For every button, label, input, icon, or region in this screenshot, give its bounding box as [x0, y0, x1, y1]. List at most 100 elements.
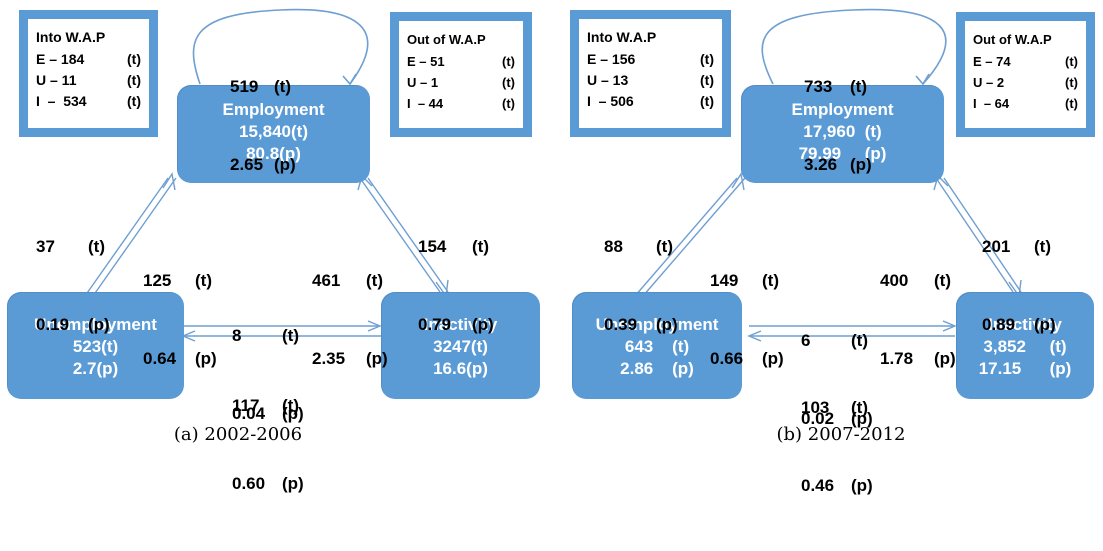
into-wap-row: I – 506 (t) [587, 93, 714, 109]
self-loop-arrow [761, 8, 947, 85]
unemployment-node: Unemployment 523(t) 2.7(p) [7, 292, 184, 399]
flow-unit: (p) [274, 155, 296, 174]
flow-value: 3.26 [804, 155, 838, 174]
flow-value: 37 [36, 237, 55, 256]
flow-value: 0.39 [604, 315, 638, 334]
inactivity-percent: 16.6(p) [433, 359, 488, 378]
arrow-e-to-i-b [367, 177, 449, 293]
flow-value: 400 [880, 271, 909, 290]
flow-unit: (t) [472, 237, 489, 256]
into-wap-row: U – 13 (t) [587, 72, 714, 88]
employment-label: Employment [791, 100, 894, 119]
employment-percent: 79.99 (p) [798, 144, 887, 163]
flow-value: 8 [232, 326, 242, 345]
arrowhead [367, 320, 382, 332]
flow-label-inactivity-to-employment: 461 (t) 2.35 (p) [312, 216, 388, 424]
flow-label-unemployment-to-inactivity: 8 (t) 0.04 (p) [232, 271, 304, 479]
flow-unit: (t) [850, 77, 867, 96]
flow-value: 103 [801, 398, 830, 417]
flow-unit: (p) [1034, 315, 1056, 334]
flow-value: 0.04 [232, 404, 266, 423]
caption-panel-b: (b) 2007-2012 [776, 424, 906, 445]
flow-unit: (t) [851, 331, 868, 350]
flow-value: 0.60 [232, 474, 266, 493]
arrow-e-to-i-a [359, 177, 441, 293]
flow-unit: (p) [762, 349, 784, 368]
arrowhead [747, 330, 762, 342]
unemployment-total: 523(t) [72, 337, 119, 356]
flow-label-employment-to-unemployment: 125 (t) 0.64 (p) [143, 216, 217, 424]
inactivity-label: Inactivity [423, 315, 498, 334]
inactivity-node: Inactivity 3,852 (t) 17.15 (p) [956, 292, 1094, 399]
arrowhead [162, 172, 176, 191]
arrow-u-to-e-b [92, 177, 177, 297]
flow-value: 0.46 [801, 476, 835, 495]
flow-value: 117 [232, 396, 260, 415]
flow-unit: (p) [472, 315, 494, 334]
flow-label-self-employment: 733 (t) 3.26 (p) [804, 22, 872, 230]
flow-label-unemployment-to-inactivity: 6 (t) 0.02 (p) [801, 276, 873, 484]
employment-total: 15,840(t) [239, 122, 308, 141]
flow-unit: (p) [850, 155, 872, 174]
flow-value: 0.64 [143, 349, 177, 368]
panel-2007-2012: Into W.A.P E – 156 (t) U – 13 (t) I – 506(… [551, 0, 1102, 495]
arrow-u-to-e-a [84, 177, 169, 297]
unemployment-percent: 2.86 (p) [620, 359, 694, 378]
out-of-wap-row: U – 2 (t) [973, 75, 1078, 90]
flow-unit: (p) [88, 315, 110, 334]
out-of-wap-title: Out of W.A.P [407, 32, 486, 47]
panel-2002-2006: Into W.A.P E – 184 (t) U – 11 (t) I – 534(… [0, 0, 551, 493]
flow-value: 0.79 [418, 315, 452, 334]
flow-value: 6 [801, 331, 811, 350]
out-of-wap-title: Out of W.A.P [973, 32, 1052, 47]
arrowhead [915, 73, 930, 86]
flow-value: 125 [143, 271, 172, 290]
flow-unit: (p) [851, 476, 873, 495]
flow-label-unemployment-to-employment: 37 (t) 0.19 (p) [36, 182, 110, 390]
into-wap-title: Into W.A.P [36, 29, 106, 45]
inactivity-node: Inactivity 3247(t) 16.6(p) [381, 292, 540, 399]
flow-value: 149 [710, 271, 739, 290]
flow-value: 2.35 [312, 349, 346, 368]
flow-unit: (p) [934, 349, 956, 368]
unemployment-label: Unemployment [595, 315, 719, 334]
flow-label-employment-to-inactivity: 154 (t) 0.79 (p) [418, 182, 494, 390]
flow-label-unemployment-to-employment: 88 (t) 0.39 (p) [604, 182, 678, 390]
arrow-u-to-e-a [634, 177, 738, 297]
out-of-wap-box: Out of W.A.P E – 74 (t) U – 2 (t) I – 64 (t… [956, 12, 1095, 137]
employment-node: Employment 17,960 (t) 79.99 (p) [741, 85, 944, 183]
into-wap-row: E – 156 (t) [587, 51, 714, 67]
employment-node: Employment 15,840(t) 80.8(p) [177, 85, 370, 183]
flow-unit: (t) [934, 271, 951, 290]
employment-total: 17,960 (t) [803, 122, 882, 141]
flow-unit: (p) [195, 349, 217, 368]
flow-unit: (t) [282, 326, 299, 345]
unemployment-percent: 2.7(p) [72, 359, 119, 378]
flow-value: 201 [982, 237, 1011, 256]
flow-label-employment-to-inactivity: 201 (t) 0.89 (p) [982, 182, 1056, 390]
out-of-wap-row: I – 64 (t) [973, 96, 1078, 111]
flow-value: 461 [312, 271, 341, 290]
flow-label-inactivity-to-unemployment: 103 (t) 0.46 (p) [801, 343, 873, 551]
flow-value: 733 [804, 77, 833, 96]
arrow-u-to-e-b [642, 177, 746, 297]
flow-unit: (t) [656, 237, 673, 256]
flow-unit: (t) [762, 271, 779, 290]
into-wap-title: Into W.A.P [587, 29, 657, 45]
out-of-wap-row: U – 1 (t) [407, 75, 515, 90]
flow-unit: (t) [88, 237, 105, 256]
inactivity-total: 3247(t) [433, 337, 488, 356]
flow-value: 0.19 [36, 315, 70, 334]
flow-value: 88 [604, 237, 623, 256]
flow-label-employment-to-unemployment: 149 (t) 0.66 (p) [710, 216, 784, 424]
flow-unit: (t) [851, 398, 868, 417]
arrow-e-to-i-a [935, 177, 1014, 293]
flow-unit: (p) [656, 315, 678, 334]
out-of-wap-row: I – 44 (t) [407, 96, 515, 111]
employment-percent: 80.8(p) [246, 144, 301, 163]
inactivity-percent: 17.15 (p) [978, 359, 1072, 378]
unemployment-node: Unemployment 643 (t) 2.86 (p) [572, 292, 742, 399]
flow-unit: (p) [282, 474, 304, 493]
flow-value: 0.02 [801, 409, 835, 428]
flow-diagram-figure: Into W.A.P E – 184 (t) U – 11 (t) I – 534(… [0, 0, 1102, 495]
